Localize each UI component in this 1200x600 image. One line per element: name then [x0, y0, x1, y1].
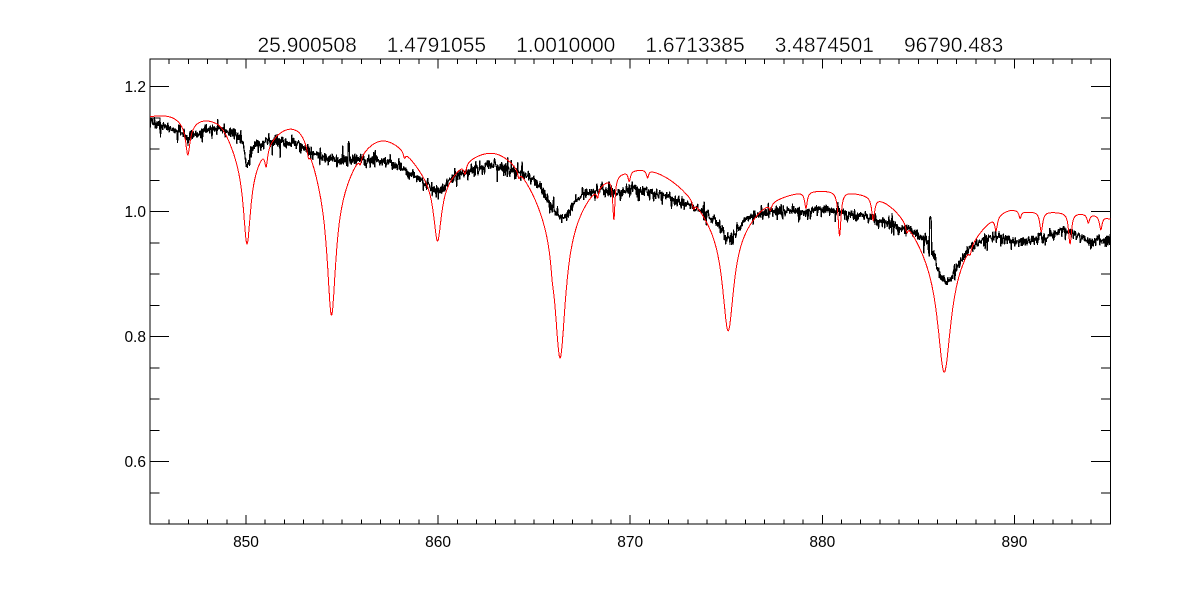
svg-text:1.6713385: 1.6713385 [645, 34, 744, 57]
svg-text:870: 870 [617, 534, 643, 551]
svg-text:1.4791055: 1.4791055 [387, 34, 486, 57]
svg-text:880: 880 [809, 534, 835, 551]
svg-text:1.2: 1.2 [124, 79, 146, 96]
svg-text:890: 890 [1001, 534, 1027, 551]
svg-text:96790.483: 96790.483 [904, 34, 1003, 57]
svg-text:860: 860 [425, 534, 451, 551]
svg-text:850: 850 [233, 534, 259, 551]
svg-text:0.6: 0.6 [124, 454, 146, 471]
svg-text:0.8: 0.8 [124, 329, 146, 346]
svg-text:25.900508: 25.900508 [258, 34, 357, 57]
svg-text:1.0: 1.0 [124, 204, 146, 221]
svg-text:1.0010000: 1.0010000 [516, 34, 615, 57]
svg-text:3.4874501: 3.4874501 [775, 34, 874, 57]
